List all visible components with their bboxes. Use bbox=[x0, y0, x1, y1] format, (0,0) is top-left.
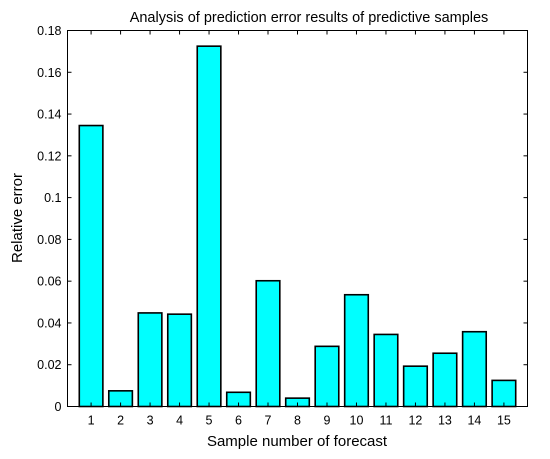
ticks-layer: 1 2 3 4 5 6 7 8 9 10 11 12 13 14 1500.020.040.060.080.… bbox=[37, 24, 528, 428]
x-tick-label: 14 bbox=[467, 414, 481, 428]
bar-13 bbox=[432, 352, 458, 408]
x-tick-label: 11 bbox=[379, 414, 392, 428]
y-tick-label: 0 bbox=[55, 400, 62, 414]
x-tick-label: 13 bbox=[438, 414, 452, 428]
y-tick-label: 0.02 bbox=[37, 358, 61, 372]
x-tick-label: 9 bbox=[324, 414, 331, 428]
y-tick-label: 0.04 bbox=[37, 316, 61, 330]
y-tick-label: 0.12 bbox=[37, 149, 61, 163]
y-tick-label: 0.1 bbox=[44, 191, 61, 205]
bar-5 bbox=[196, 45, 222, 408]
bar-12 bbox=[402, 365, 429, 408]
x-axis-label: Sample number of forecast bbox=[207, 433, 388, 450]
x-tick-label: 7 bbox=[265, 414, 272, 428]
y-tick-label: 0.06 bbox=[37, 275, 61, 289]
bar-7 bbox=[255, 279, 281, 408]
bar-1 bbox=[78, 124, 104, 408]
x-tick-label: 15 bbox=[497, 414, 511, 428]
y-tick-label: 0.08 bbox=[37, 233, 61, 247]
y-tick-label: 0.18 bbox=[37, 24, 61, 38]
bar-3 bbox=[137, 312, 163, 408]
x-tick-label: 8 bbox=[294, 414, 301, 428]
x-tick-label: 6 bbox=[235, 414, 242, 428]
bar-4 bbox=[166, 313, 193, 408]
x-tick-label: 2 bbox=[117, 414, 124, 428]
bar-11 bbox=[373, 333, 399, 408]
bars-layer bbox=[78, 45, 517, 408]
y-tick-label: 0.14 bbox=[37, 108, 61, 122]
x-tick-label: 3 bbox=[147, 414, 154, 428]
y-axis-label: Relative error bbox=[9, 173, 26, 263]
x-tick-label: 1 bbox=[88, 414, 95, 428]
chart-title: Analysis of prediction error results of … bbox=[130, 10, 489, 26]
bar-10 bbox=[343, 293, 370, 408]
plot-frame bbox=[67, 30, 528, 407]
y-tick-label: 0.16 bbox=[37, 66, 61, 80]
bar-9 bbox=[314, 345, 340, 408]
x-tick-label: 4 bbox=[176, 414, 183, 428]
x-tick-label: 12 bbox=[408, 414, 422, 428]
x-tick-label: 10 bbox=[350, 414, 364, 428]
bar-14 bbox=[461, 330, 488, 408]
x-tick-label: 5 bbox=[206, 414, 213, 428]
